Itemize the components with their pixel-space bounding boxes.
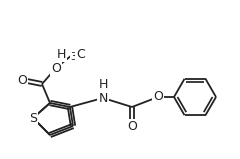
Text: 3: 3 [70, 52, 76, 62]
Text: O: O [127, 120, 137, 132]
Text: N: N [98, 91, 108, 104]
Text: S: S [29, 111, 37, 124]
Text: O: O [17, 73, 27, 86]
Text: O: O [51, 62, 61, 75]
Text: H: H [57, 48, 66, 62]
Text: H: H [98, 79, 108, 91]
Text: O: O [153, 90, 163, 104]
Text: C: C [76, 48, 85, 62]
